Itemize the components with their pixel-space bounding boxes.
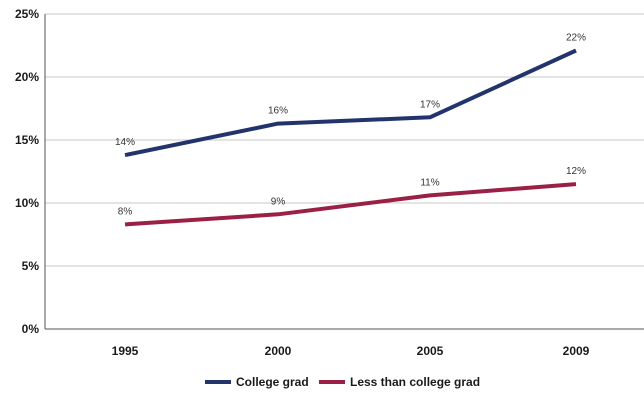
y-tick-label: 0% <box>22 322 40 336</box>
y-tick-label: 15% <box>15 133 39 147</box>
data-label: 9% <box>271 196 286 207</box>
data-label: 8% <box>118 206 133 217</box>
series-line <box>124 48 577 158</box>
y-tick-label: 5% <box>22 259 40 273</box>
series-lines <box>124 48 577 227</box>
x-tick-label: 2009 <box>563 344 590 358</box>
series-line <box>124 182 577 227</box>
legend-label: College grad <box>236 375 309 389</box>
x-tick-label: 2005 <box>417 344 444 358</box>
y-tick-label: 25% <box>15 7 39 21</box>
legend-label: Less than college grad <box>350 375 480 389</box>
gridlines <box>44 13 644 330</box>
x-tick-label: 2000 <box>265 344 292 358</box>
data-label: 14% <box>115 137 135 148</box>
data-labels: 14% 16% 17% 22% 8% 9% 11% 12% <box>115 33 586 218</box>
data-label: 16% <box>268 106 288 117</box>
data-label: 22% <box>566 33 586 44</box>
data-label: 11% <box>420 177 439 188</box>
data-label: 12% <box>566 166 586 177</box>
x-axis-ticks: 1995 2000 2005 2009 <box>112 344 590 358</box>
legend: College grad Less than college grad <box>205 375 480 389</box>
x-tick-label: 1995 <box>112 344 139 358</box>
y-tick-label: 20% <box>15 70 39 84</box>
data-label: 17% <box>420 99 440 110</box>
y-axis-ticks: 0% 5% 10% 15% 20% 25% <box>15 7 39 336</box>
y-tick-label: 10% <box>15 196 39 210</box>
